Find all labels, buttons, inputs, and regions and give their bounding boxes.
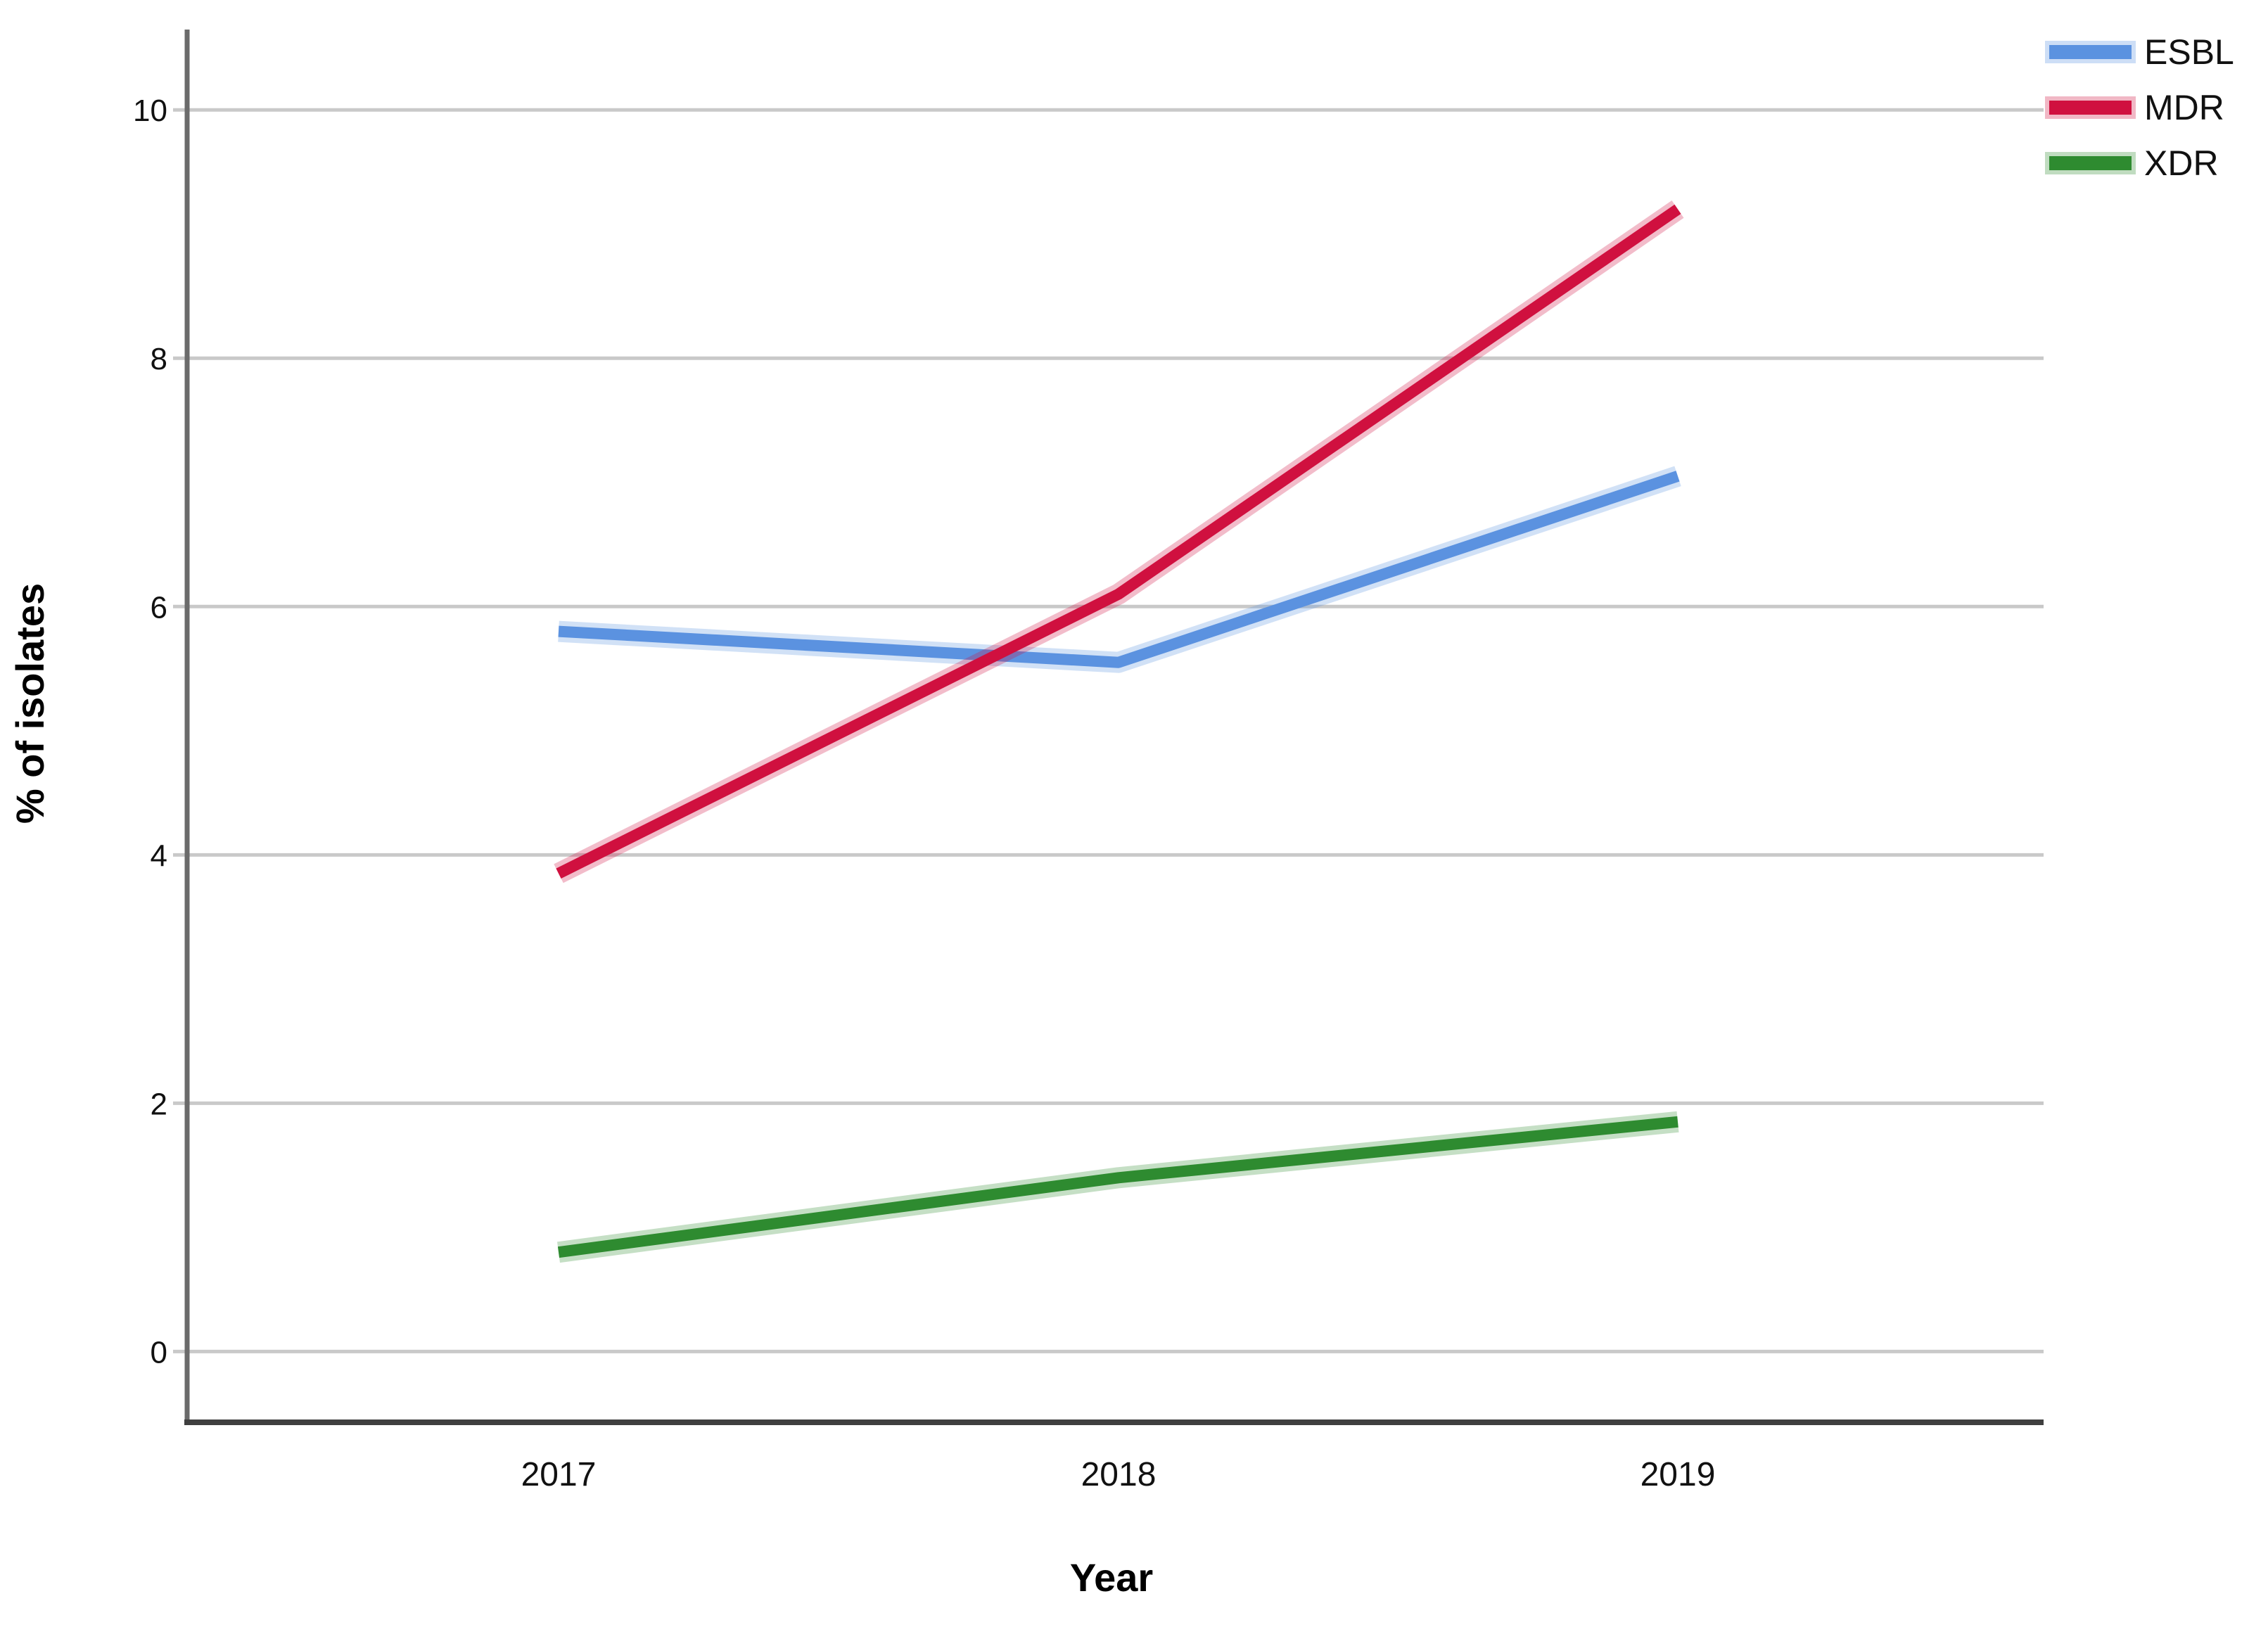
x-axis-title: Year xyxy=(1070,1555,1153,1600)
series-lines xyxy=(554,200,1684,1263)
legend-item-xdr: XDR xyxy=(2045,143,2219,183)
series-line-xdr xyxy=(557,1116,1678,1258)
series-line-mdr xyxy=(556,204,1681,879)
y-tick-label-4: 4 xyxy=(151,838,167,873)
legend-item-esbl: ESBL xyxy=(2045,32,2234,72)
series-line-esbl xyxy=(558,471,1680,668)
legend-label-xdr: XDR xyxy=(2144,143,2219,183)
x-tick-label-2019: 2019 xyxy=(1641,1456,1716,1493)
legend-label-mdr: MDR xyxy=(2144,88,2224,127)
series-line-halo-esbl xyxy=(558,466,1681,673)
legend-item-mdr: MDR xyxy=(2045,88,2224,127)
x-tick-label-2018: 2018 xyxy=(1081,1456,1157,1493)
x-tick-label-2017: 2017 xyxy=(521,1456,597,1493)
y-tick-label-2: 2 xyxy=(151,1087,167,1121)
x-tick-labels: 2017 2018 2019 xyxy=(521,1456,1716,1493)
y-axis-title: % of isolates xyxy=(8,583,52,824)
y-tick-label-10: 10 xyxy=(133,94,167,128)
gridlines xyxy=(173,108,2044,1353)
y-tick-labels: 0 2 4 6 8 10 xyxy=(133,94,167,1370)
legend-label-esbl: ESBL xyxy=(2144,32,2234,72)
y-tick-label-6: 6 xyxy=(151,590,167,625)
legend-swatch-xdr xyxy=(2049,156,2132,170)
legend: ESBL MDR XDR xyxy=(2045,32,2234,183)
y-tick-label-0: 0 xyxy=(151,1335,167,1370)
y-tick-label-8: 8 xyxy=(151,342,167,376)
legend-swatch-esbl xyxy=(2049,45,2132,59)
legend-swatch-mdr xyxy=(2049,101,2132,115)
